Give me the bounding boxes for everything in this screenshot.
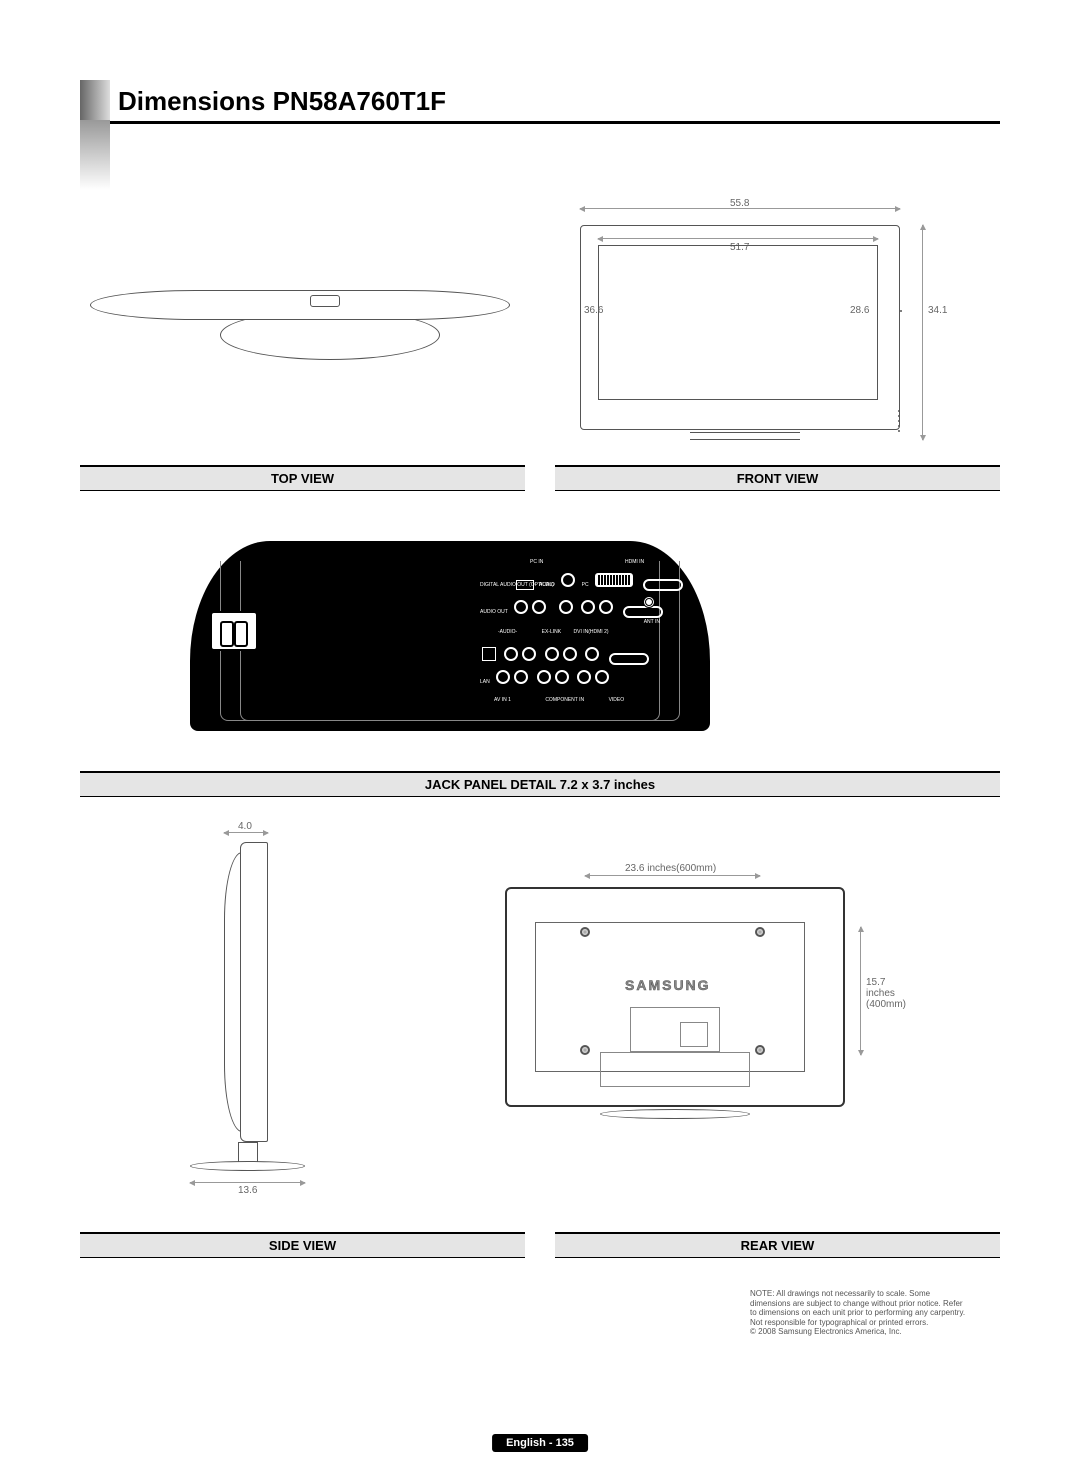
front-view-diagram: 55.8 51.7 36.6 28.6 34.1	[550, 190, 970, 450]
dim-outer-w: 55.8	[730, 198, 749, 209]
footnote: NOTE: All drawings not necessarily to sc…	[750, 1289, 970, 1337]
label-front-view: FRONT VIEW	[555, 465, 1000, 491]
page-number: English - 135	[492, 1434, 588, 1452]
rear-brand: SAMSUNG	[625, 977, 711, 993]
top-view-diagram	[80, 190, 520, 450]
dim-depth: 4.0	[238, 821, 252, 832]
dim-base-w: 13.6	[238, 1185, 257, 1196]
dim-screen-h: 28.6	[850, 305, 869, 316]
jack-panel-diagram: DIGITAL AUDIO OUT (OPTICAL) AUDIO PC AUD…	[80, 541, 1000, 761]
label-side-view: SIDE VIEW	[80, 1232, 525, 1258]
dim-outer-h: 36.6	[584, 305, 603, 316]
rear-view-diagram: 23.6 inches(600mm) SAMSUNG 15.7 inches (…	[480, 827, 920, 1217]
side-view-diagram: 4.0 13.6	[200, 827, 450, 1217]
dim-mount-w: 23.6 inches(600mm)	[625, 863, 716, 874]
dim-total-h: 34.1	[928, 305, 947, 316]
dim-mount-h: 15.7 inches (400mm)	[866, 977, 916, 1010]
label-rear-view: REAR VIEW	[555, 1232, 1000, 1258]
power-socket	[210, 611, 258, 651]
label-top-view: TOP VIEW	[80, 465, 525, 491]
label-jack-panel: JACK PANEL DETAIL 7.2 x 3.7 inches	[80, 771, 1000, 797]
